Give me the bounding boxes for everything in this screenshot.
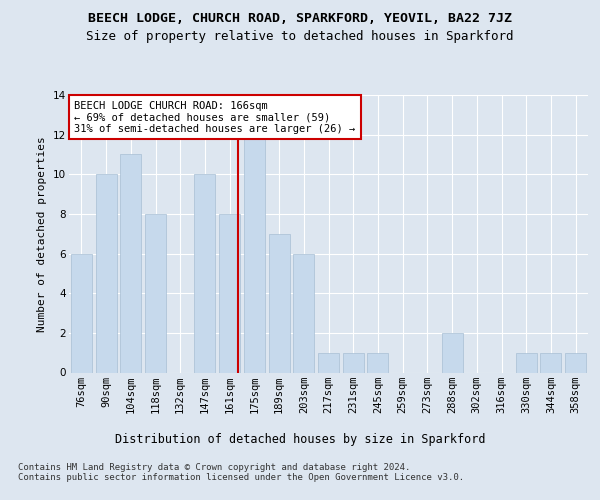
Text: BEECH LODGE, CHURCH ROAD, SPARKFORD, YEOVIL, BA22 7JZ: BEECH LODGE, CHURCH ROAD, SPARKFORD, YEO… xyxy=(88,12,512,26)
Bar xyxy=(565,352,586,372)
Bar xyxy=(95,174,116,372)
Text: Contains HM Land Registry data © Crown copyright and database right 2024.
Contai: Contains HM Land Registry data © Crown c… xyxy=(18,462,464,482)
Bar xyxy=(516,352,537,372)
Bar xyxy=(318,352,339,372)
Bar xyxy=(219,214,240,372)
Y-axis label: Number of detached properties: Number of detached properties xyxy=(37,136,47,332)
Bar xyxy=(367,352,388,372)
Text: Distribution of detached houses by size in Sparkford: Distribution of detached houses by size … xyxy=(115,432,485,446)
Bar xyxy=(194,174,215,372)
Bar xyxy=(145,214,166,372)
Bar xyxy=(541,352,562,372)
Bar xyxy=(120,154,141,372)
Bar xyxy=(343,352,364,372)
Bar xyxy=(244,134,265,372)
Bar xyxy=(293,254,314,372)
Bar xyxy=(442,333,463,372)
Text: BEECH LODGE CHURCH ROAD: 166sqm
← 69% of detached houses are smaller (59)
31% of: BEECH LODGE CHURCH ROAD: 166sqm ← 69% of… xyxy=(74,100,355,134)
Text: Size of property relative to detached houses in Sparkford: Size of property relative to detached ho… xyxy=(86,30,514,43)
Bar xyxy=(71,254,92,372)
Bar xyxy=(269,234,290,372)
